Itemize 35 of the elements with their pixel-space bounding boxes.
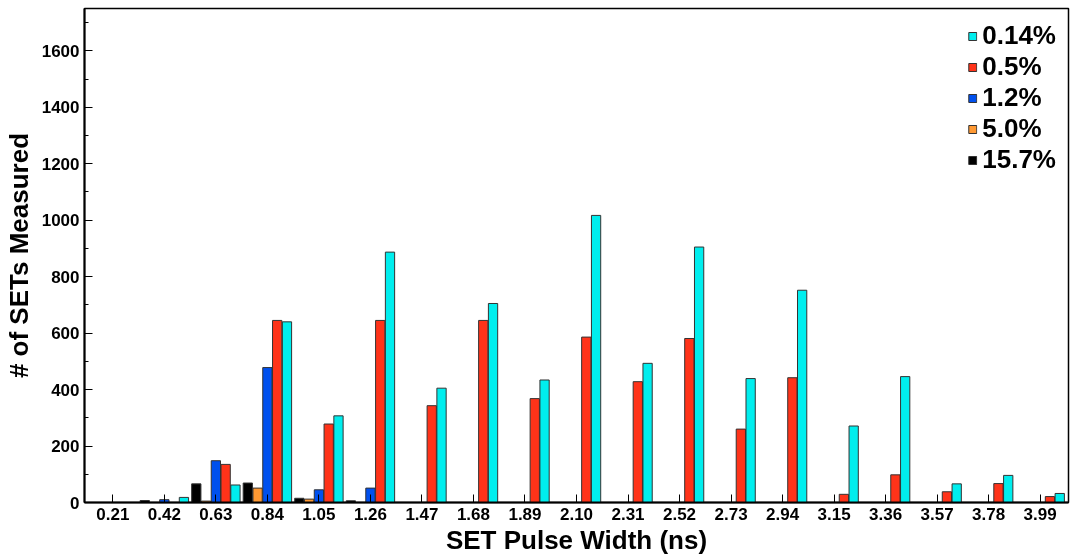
x-tick-label: 1.26 bbox=[353, 504, 387, 524]
y-tick-label: 0 bbox=[70, 493, 80, 513]
legend-label: 1.2% bbox=[982, 82, 1042, 113]
legend-label: 0.5% bbox=[982, 51, 1042, 82]
x-tick-label: 3.99 bbox=[1023, 504, 1057, 524]
x-axis-title: SET Pulse Width (ns) bbox=[445, 524, 708, 555]
legend-label: 0.14% bbox=[982, 20, 1056, 51]
x-tick-label: 3.78 bbox=[972, 504, 1006, 524]
x-tick-label: 3.15 bbox=[817, 504, 851, 524]
y-axis-title: # of SETs Measured bbox=[3, 132, 34, 379]
y-tick-label: 1200 bbox=[41, 154, 80, 174]
legend-label: 5.0% bbox=[982, 113, 1042, 144]
legend-label: 15.7% bbox=[982, 144, 1056, 175]
x-tick-label: 3.36 bbox=[869, 504, 903, 524]
x-tick-label: 1.68 bbox=[456, 504, 491, 524]
x-tick-label: 1.05 bbox=[302, 504, 336, 524]
y-tick-label: 600 bbox=[51, 324, 80, 344]
x-tick-label: 2.73 bbox=[714, 504, 748, 524]
x-tick-label: 2.94 bbox=[766, 504, 800, 524]
x-tick-label: 0.84 bbox=[250, 504, 285, 524]
x-tick-label: 0.21 bbox=[96, 504, 130, 524]
x-tick-label: 3.57 bbox=[920, 504, 954, 524]
y-tick-label: 800 bbox=[51, 267, 80, 287]
x-tick-label: 2.52 bbox=[662, 504, 697, 524]
x-tick-label: 1.89 bbox=[508, 504, 542, 524]
x-tick-label: 0.42 bbox=[147, 504, 181, 524]
y-tick-label: 1000 bbox=[41, 211, 80, 231]
y-tick-label: 400 bbox=[51, 380, 80, 400]
y-tick-label: 1400 bbox=[41, 98, 80, 118]
x-tick-label: 0.63 bbox=[199, 504, 233, 524]
y-tick-label: 200 bbox=[51, 437, 80, 457]
x-tick-label: 2.10 bbox=[559, 504, 594, 524]
y-tick-label: 1600 bbox=[41, 41, 80, 61]
x-tick-label: 1.47 bbox=[405, 504, 439, 524]
x-tick-label: 2.31 bbox=[611, 504, 645, 524]
